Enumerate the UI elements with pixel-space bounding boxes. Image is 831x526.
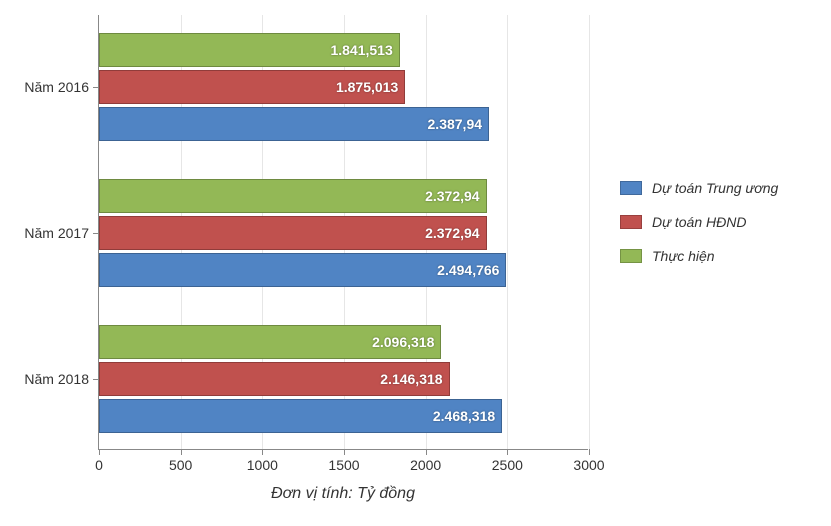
bar-value-label: 2.372,94 [425, 188, 480, 204]
legend-item: Dự toán Trung ương [620, 180, 778, 196]
x-tick-label: 3000 [573, 457, 604, 473]
bar-value-label: 2.146,318 [380, 371, 442, 387]
legend-item: Thực hiện [620, 248, 778, 264]
bar-thuc_hien: 2.372,94 [99, 179, 487, 213]
x-tick-label: 1000 [247, 457, 278, 473]
bar-value-label: 2.494,766 [437, 262, 499, 278]
bar-value-label: 2.096,318 [372, 334, 434, 350]
bar-value-label: 1.875,013 [336, 79, 398, 95]
bar-thuc_hien: 2.096,318 [99, 325, 441, 359]
bar-thuc_hien: 1.841,513 [99, 33, 400, 67]
y-tick-label: Năm 2018 [24, 371, 89, 387]
legend-label: Dự toán HĐND [652, 214, 746, 230]
legend-label: Dự toán Trung ương [652, 180, 778, 196]
x-tick [426, 449, 427, 455]
x-tick [99, 449, 100, 455]
x-tick-label: 1500 [328, 457, 359, 473]
x-tick [262, 449, 263, 455]
bar-du_toan_hdnd: 2.372,94 [99, 216, 487, 250]
bar-value-label: 1.841,513 [330, 42, 392, 58]
legend-label: Thực hiện [652, 248, 715, 264]
x-tick [344, 449, 345, 455]
x-tick-label: 2500 [492, 457, 523, 473]
legend-swatch [620, 215, 642, 229]
x-tick-label: 500 [169, 457, 192, 473]
chart-container: 0 500 1000 1500 2000 2500 3000 Năm 2016 1.841,51… [0, 0, 831, 526]
bar-value-label: 2.468,318 [433, 408, 495, 424]
legend-swatch [620, 249, 642, 263]
x-tick [589, 449, 590, 455]
x-tick-label: 0 [95, 457, 103, 473]
bar-du_toan_hdnd: 2.146,318 [99, 362, 450, 396]
x-axis-title: Đơn vị tính: Tỷ đồng [98, 485, 588, 503]
bar-value-label: 2.372,94 [425, 225, 480, 241]
bar-du_toan_trung_uong: 2.387,94 [99, 107, 489, 141]
bar-du_toan_trung_uong: 2.494,766 [99, 253, 506, 287]
bar-du_toan_hdnd: 1.875,013 [99, 70, 405, 104]
gridline [507, 15, 508, 449]
y-tick-label: Năm 2017 [24, 225, 89, 241]
y-tick-label: Năm 2016 [24, 79, 89, 95]
gridline [589, 15, 590, 449]
bar-value-label: 2.387,94 [428, 116, 483, 132]
bar-du_toan_trung_uong: 2.468,318 [99, 399, 502, 433]
legend-swatch [620, 181, 642, 195]
legend-item: Dự toán HĐND [620, 214, 778, 230]
plot-area: 050010001500200025003000Năm 20161.841,51… [98, 15, 588, 450]
x-tick [181, 449, 182, 455]
x-tick [507, 449, 508, 455]
legend: Dự toán Trung ương Dự toán HĐND Thực hiện [620, 180, 778, 282]
x-tick-label: 2000 [410, 457, 441, 473]
